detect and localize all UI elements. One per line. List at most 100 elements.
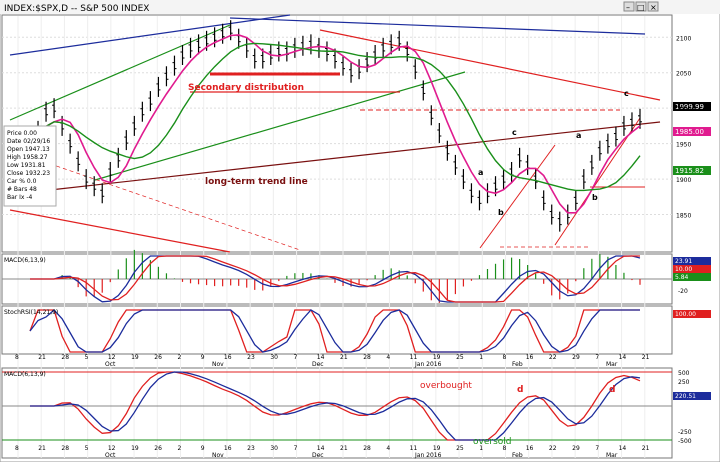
x-tick-label-bottom: 25: [456, 445, 464, 452]
maximize-label: □: [637, 3, 645, 12]
macd-axis-tick: -20: [678, 288, 688, 295]
month-label: Dec: [312, 361, 324, 368]
ma-long-line: [29, 42, 641, 192]
price-y-tick: 2000: [676, 106, 691, 113]
x-tick-label: 8: [503, 354, 507, 361]
info-line: Car % 0.0: [7, 178, 37, 185]
x-tick-label: 21: [642, 354, 650, 361]
info-line: Open 1947.13: [7, 146, 50, 153]
x-tick-label: 14: [317, 354, 325, 361]
x-tick-label: 26: [154, 354, 162, 361]
close-label: ×: [650, 3, 657, 12]
trend-line: [9, 24, 231, 121]
x-tick-label-bottom: 7: [595, 445, 599, 452]
price-series: [28, 20, 642, 232]
trend-line: [229, 17, 646, 35]
minimize-button[interactable]: [623, 1, 635, 12]
x-tick-label-bottom: 19: [433, 445, 441, 452]
macd2-y-tick: 500: [678, 370, 690, 377]
x-tick-label: 11: [410, 354, 418, 361]
x-tick-label-bottom: 5: [85, 445, 89, 452]
x-tick-label-bottom: 12: [108, 445, 116, 452]
info-box: Price 0.00 Date 02/29/16 Open 1947.13 Hi…: [3, 125, 57, 207]
x-tick-label: 2: [178, 354, 182, 361]
annotation-a2: a: [576, 131, 581, 140]
macd2-y-tick: 250: [678, 379, 690, 386]
month-label: Feb: [512, 361, 523, 368]
x-tick-label-bottom: 9: [201, 445, 205, 452]
x-tick-label-bottom: 21: [38, 445, 46, 452]
x-tick-label-bottom: 21: [340, 445, 348, 452]
x-tick-label: 5: [85, 354, 89, 361]
price-panel: [1, 14, 673, 253]
x-tick-label: 14: [619, 354, 627, 361]
price-label-ma2-bg: [673, 166, 711, 175]
info-line: # Bars 48: [7, 186, 37, 193]
macd2-val-bg: [673, 392, 711, 400]
x-tick-label: 19: [131, 354, 139, 361]
month-label: Mar: [606, 361, 618, 368]
annotation-d2: d: [609, 385, 615, 395]
indicator-series: [2, 249, 672, 441]
price-y-tick: 2050: [676, 71, 691, 78]
price-y-tick: 1900: [676, 177, 691, 184]
x-tick-label: 7: [294, 354, 298, 361]
info-line: High 1958.27: [7, 154, 48, 161]
x-tick-label: 9: [201, 354, 205, 361]
stoch-panel: [1, 305, 673, 355]
x-tick-label-bottom: 21: [642, 445, 650, 452]
x-tick-label-bottom: 14: [619, 445, 627, 452]
macd2-y-tick: -500: [678, 438, 692, 445]
maximize-button[interactable]: [635, 1, 647, 12]
trend-line: [9, 149, 301, 251]
info-line: Low 1931.81: [7, 162, 46, 169]
x-tick-label: 29: [572, 354, 580, 361]
x-tick-label-bottom: 16: [224, 445, 232, 452]
info-line: Price 0.00: [7, 130, 37, 137]
close-button[interactable]: [647, 1, 659, 12]
stoch-k-line: [29, 309, 640, 353]
macd-val-bg3: [673, 273, 711, 281]
annotation-b2: b: [592, 193, 598, 202]
annotation-secondary-distribution: Secondary distribution: [188, 83, 304, 93]
x-tick-label: 16: [224, 354, 232, 361]
x-tick-label: 4: [386, 354, 390, 361]
grid: [2, 16, 672, 458]
month-label-bottom: Nov: [212, 452, 224, 459]
x-tick-label-bottom: 28: [363, 445, 371, 452]
annotation-a: a: [478, 168, 483, 177]
annotation-oversold: oversold: [473, 437, 511, 447]
macd-line: [30, 255, 641, 303]
macd-val-bg2: [673, 265, 711, 273]
trend-line: [49, 121, 661, 191]
x-tick-label-bottom: 16: [526, 445, 534, 452]
x-tick-label: 16: [526, 354, 534, 361]
axis-ticks: 1850190019502000205021008821212828551212…: [15, 35, 692, 459]
price-y-tick: 2100: [676, 35, 691, 42]
info-box-bg: [3, 125, 57, 207]
trend-line: [554, 117, 641, 246]
month-label-bottom: Oct: [105, 452, 116, 459]
price-y-tick: 1850: [676, 213, 691, 220]
x-tick-label: 25: [456, 354, 464, 361]
price-label-bg: [673, 102, 711, 111]
annotation-c: c: [512, 128, 517, 137]
macd-value-2: 10.00: [675, 266, 692, 273]
stoch-d-line: [29, 309, 640, 353]
x-tick-label-bottom: 4: [386, 445, 390, 452]
price-y-tick: 1950: [676, 142, 691, 149]
info-line: Bar Ix -4: [7, 194, 33, 201]
macd2-label: MACD(6,13,9): [4, 371, 46, 378]
macd-value-1: 23.91: [675, 258, 692, 265]
macd2-value: 220.51: [675, 393, 696, 400]
info-line: Close 1932.23: [7, 170, 50, 177]
price-label-ma-bg: [673, 127, 711, 136]
window-controls[interactable]: – □ ×: [623, 1, 659, 12]
x-tick-label-bottom: 26: [154, 445, 162, 452]
trend-line: [319, 29, 661, 101]
x-tick-label: 30: [270, 354, 278, 361]
x-tick-label: 28: [61, 354, 69, 361]
month-label: Nov: [212, 361, 224, 368]
macd-label: MACD(6,13,9): [4, 257, 46, 264]
